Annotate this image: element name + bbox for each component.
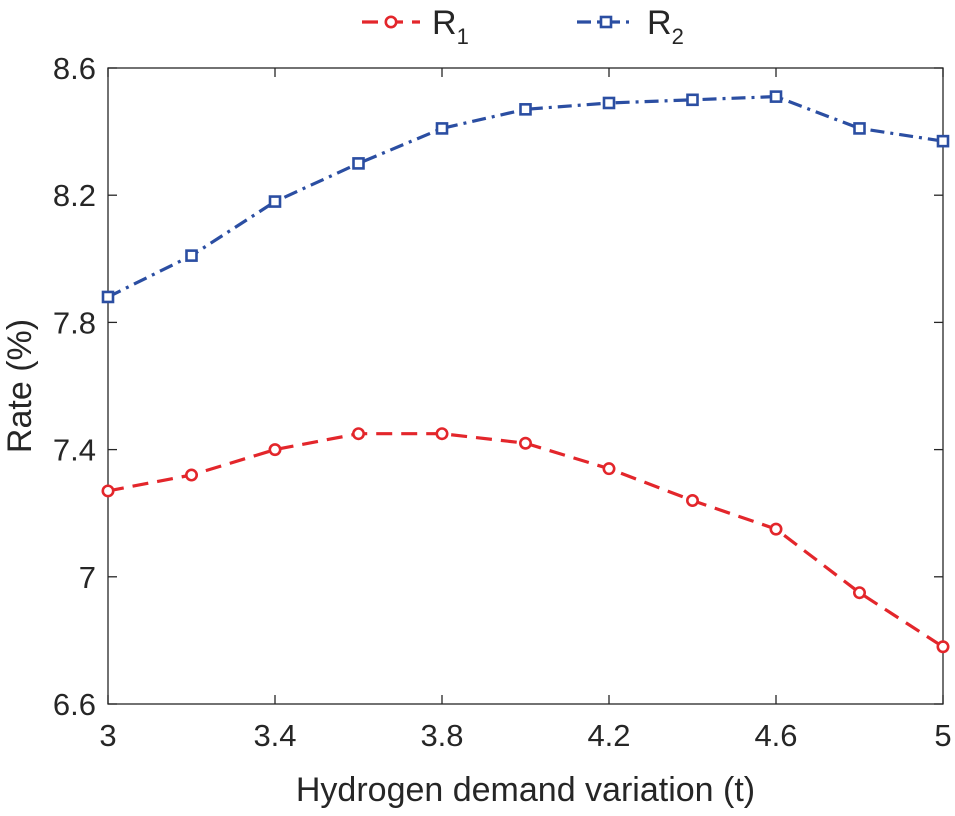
x-tick-label: 3.4	[253, 718, 296, 753]
series-r1	[101, 427, 950, 654]
data-point-r2	[435, 122, 449, 135]
legend-label-r1: R1	[432, 4, 469, 49]
data-point-r1	[936, 640, 950, 654]
legend-marker-r2	[599, 15, 613, 29]
data-point-r1	[185, 468, 199, 482]
legend-label-r1-base: R	[432, 4, 457, 42]
y-tick-label: 7.8	[53, 305, 96, 340]
data-point-r1	[602, 462, 616, 476]
data-point-r2	[936, 134, 950, 148]
data-point-r2	[519, 103, 532, 116]
legend-label-r2-subscript: 2	[672, 24, 684, 49]
legend-marker-r1	[384, 15, 398, 29]
data-point-r2	[853, 122, 866, 135]
data-point-r2	[185, 249, 198, 262]
y-tick-label: 8.6	[53, 51, 96, 86]
y-axis-title: Rate (%)	[1, 319, 39, 453]
axis-ticks	[107, 67, 944, 705]
data-point-r2	[101, 290, 115, 304]
legend-item-r1: R1	[362, 4, 469, 49]
series-layer	[101, 90, 950, 654]
data-point-r2	[686, 93, 699, 107]
x-axis-title: Hydrogen demand variation (t)	[296, 771, 755, 809]
data-point-r1	[852, 586, 866, 600]
legend-item-r2: R2	[577, 4, 684, 49]
plot-area-frame	[107, 67, 944, 705]
data-point-r1	[685, 493, 699, 507]
x-tick-label: 5	[934, 718, 951, 753]
data-point-r2	[268, 195, 282, 208]
data-point-r1	[268, 443, 282, 457]
data-point-r1	[518, 436, 532, 450]
data-point-r1	[351, 427, 365, 441]
legend-label-r2-base: R	[647, 4, 672, 42]
data-point-r1	[769, 522, 783, 536]
x-tick-label: 3	[99, 718, 116, 753]
y-tick-label: 6.6	[53, 687, 96, 722]
y-tick-label: 7	[79, 560, 96, 595]
y-tick-label: 7.4	[53, 433, 96, 468]
data-point-r2	[602, 96, 616, 110]
axis-tick-labels: 3 3.4 3.8 4.2 4.6 5 6.6 7 7.4 7.8 8.2 8.6	[53, 51, 952, 753]
y-tick-label: 8.2	[53, 178, 96, 213]
legend-label-r2: R2	[647, 4, 684, 49]
data-point-r2	[769, 90, 783, 103]
data-point-r1	[101, 484, 115, 498]
data-point-r2	[352, 157, 365, 170]
legend: R1 R2	[362, 4, 684, 49]
data-point-r1	[435, 427, 449, 441]
x-tick-label: 3.8	[420, 718, 463, 753]
legend-label-r1-subscript: 1	[457, 24, 469, 49]
x-tick-label: 4.2	[587, 718, 630, 753]
x-tick-label: 4.6	[754, 718, 797, 753]
series-r2	[101, 90, 950, 304]
